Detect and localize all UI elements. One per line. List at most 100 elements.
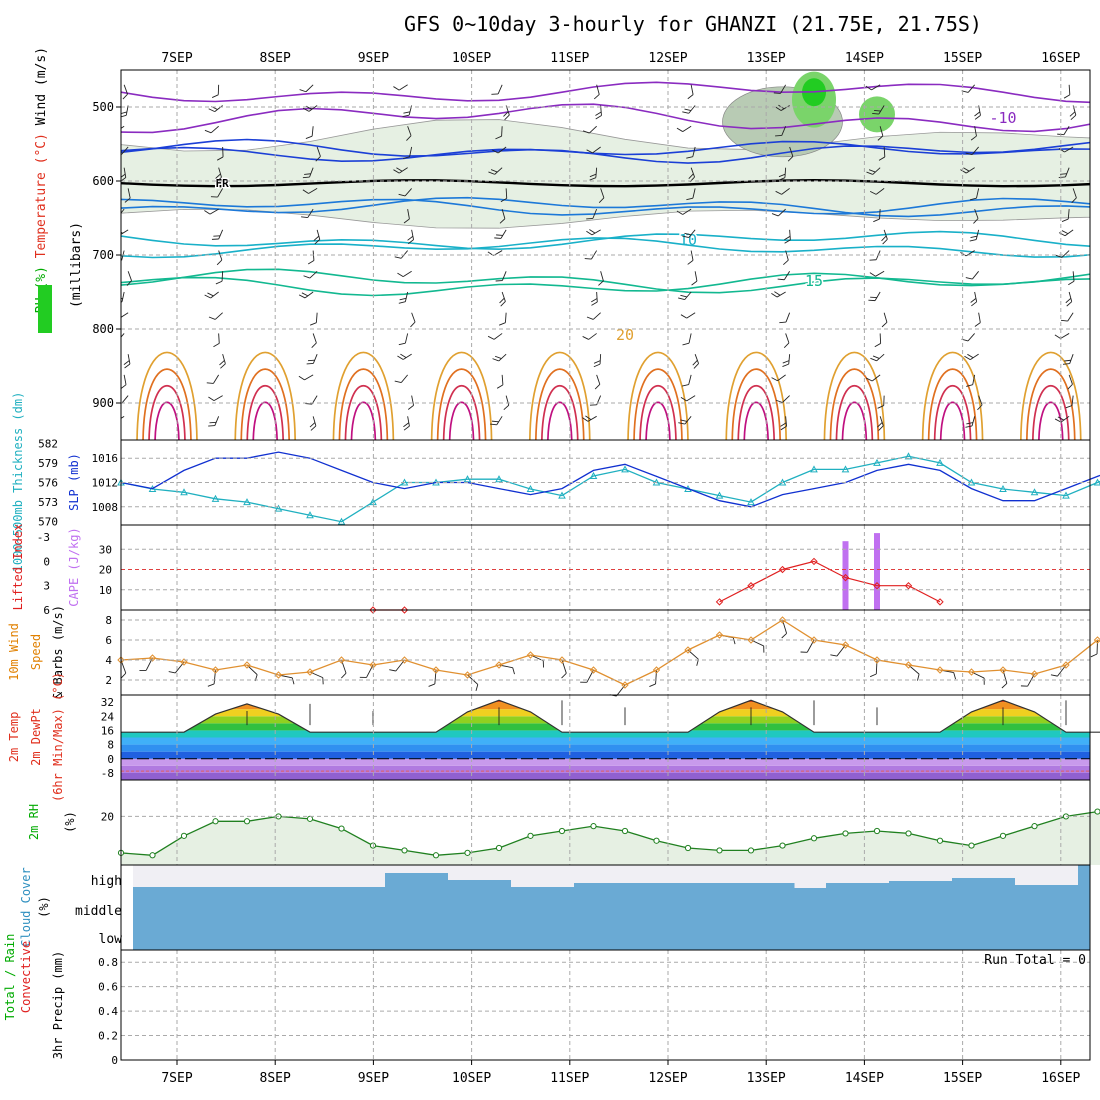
upper-wind-barb	[877, 395, 885, 409]
upper-wind-barb	[960, 250, 975, 257]
warm-isotherm-arc	[927, 368, 978, 440]
wind10m-barb	[750, 639, 765, 653]
temp-band	[121, 744, 1090, 752]
precip-frame	[120, 949, 1091, 1061]
upper-wind-barb-staff	[304, 374, 314, 381]
upper-wind-barb	[488, 167, 503, 175]
upper-wind-barb-feather	[682, 342, 690, 346]
warm-isotherm-arc	[338, 368, 389, 440]
upper-wind-barb-feather	[211, 238, 219, 240]
date-label-bottom: 16SEP	[1041, 1071, 1080, 1086]
cloud-ylabel-2-text: (%)	[37, 896, 51, 918]
chart-title: GFS 0~10day 3-hourly for GHANZI (21.75E,…	[404, 12, 982, 36]
thickness-point	[715, 491, 724, 499]
upper-wind-barb	[865, 84, 881, 91]
upper-wind-barb-feather	[783, 342, 790, 349]
wind10m-barb-feather	[561, 672, 567, 679]
upper-wind-barb-feather	[965, 425, 973, 428]
date-label-bottom: 9SEP	[358, 1071, 389, 1086]
warm-isotherm-arc	[841, 401, 868, 440]
upper-wind-barb	[398, 333, 409, 346]
upper-wind-barb-feather	[966, 422, 974, 425]
upper-wind-barb-feather	[1058, 232, 1066, 237]
upper-wind-barb-feather	[298, 375, 305, 381]
wind10m-point	[558, 656, 566, 664]
upper-wind-barb-staff	[217, 188, 224, 198]
lifted-index-point	[873, 582, 881, 590]
date-label-top: 8SEP	[260, 51, 291, 66]
isotherm-line	[121, 140, 1090, 163]
upper-wind-barb-staff	[123, 167, 127, 178]
upper-wind-barb-feather	[881, 235, 887, 242]
wind10m-point	[778, 616, 787, 624]
upper-wind-barb	[586, 208, 598, 220]
wind10m-point	[684, 646, 692, 654]
temp2m-ylabel-2-text: 2m DewPt	[29, 708, 43, 766]
upper-wind-barb-feather	[302, 189, 309, 194]
wind10m-barb-feather	[580, 681, 587, 683]
upper-wind-barb	[878, 146, 886, 161]
slp-line	[120, 451, 1100, 508]
thickness-ytick-label: 582	[38, 437, 58, 450]
upper-wind-barb-staff	[871, 374, 881, 382]
thickness-ytick-label: 570	[38, 516, 58, 529]
thickness-point	[526, 484, 535, 493]
wind10m-barb-feather	[763, 645, 765, 653]
temp2m-ytick-label: 32	[101, 696, 114, 709]
slp-ytick-label: 1008	[92, 501, 119, 514]
upper-wind-barb-staff	[121, 146, 129, 155]
upper-wind-barb-feather	[877, 405, 884, 409]
rh-legend-swatch	[38, 285, 52, 333]
upper-wind-barb-staff	[1072, 188, 1077, 198]
wind10m-point	[904, 661, 913, 669]
upper-wind-barb-feather	[676, 127, 683, 132]
upper-wind-barb-feather	[771, 377, 778, 382]
upper-wind-barb-feather	[310, 425, 317, 431]
upper-wind-barb-staff	[965, 250, 975, 257]
upper-wind-barb-staff	[505, 395, 510, 406]
upper-wind-barb-staff	[127, 271, 132, 281]
isotherm-line	[121, 138, 1090, 164]
upper-wind-barb-staff	[974, 291, 978, 302]
upper-wind-barb-feather	[1061, 218, 1069, 222]
rh2m-point	[432, 852, 440, 859]
upper-wind-barb-feather	[307, 260, 315, 265]
upper-wind-barb-feather	[496, 384, 504, 389]
upper-wind-barb	[960, 167, 975, 174]
upper-wind-barb-feather	[111, 213, 118, 219]
upper-wind-barb-feather	[403, 425, 410, 431]
cape-bar	[842, 541, 849, 610]
upper-wind-barb-staff	[781, 126, 787, 136]
upper-wind-barb-staff	[214, 416, 220, 426]
upper-wind-barb-feather	[686, 197, 694, 201]
wind10m-point	[967, 668, 976, 676]
upper-wind-barb-staff	[588, 333, 597, 340]
wind10m-barb-feather	[917, 674, 920, 681]
upper-wind-barb-feather	[1060, 319, 1068, 322]
upper-wind-barb	[122, 84, 128, 100]
wind10m-barb	[971, 671, 985, 685]
upper-wind-barb	[406, 126, 412, 141]
upper-wind-barb-staff	[688, 333, 692, 344]
warm-isotherm-arc	[823, 351, 886, 440]
upper-ytick-label: 800	[92, 322, 114, 336]
upper-wind-barb	[1055, 250, 1070, 258]
upper-wind-barb	[1057, 126, 1070, 136]
upper-wind-barb-staff	[1060, 415, 1070, 423]
thickness-point	[936, 458, 944, 466]
wind10m-barb-feather	[983, 678, 985, 685]
upper-wind-barb-staff	[692, 146, 696, 157]
wind10m-barb-feather	[512, 667, 515, 675]
upper-wind-barb-staff	[777, 374, 786, 382]
upper-wind-barb-staff	[404, 188, 412, 197]
upper-wind-barb	[780, 416, 788, 431]
date-label-bottom: 11SEP	[550, 1071, 589, 1086]
upper-wind-barb-feather	[967, 353, 974, 359]
upper-wind-barb-feather	[777, 278, 785, 281]
upper-wind-barb	[682, 333, 692, 346]
upper-wind-barb	[305, 126, 314, 140]
upper-wind-barb-staff	[692, 188, 696, 199]
upper-wind-barb-feather	[682, 235, 689, 238]
cloud-high-block	[637, 865, 795, 883]
temp2m-ytick-label: 0	[107, 753, 114, 766]
